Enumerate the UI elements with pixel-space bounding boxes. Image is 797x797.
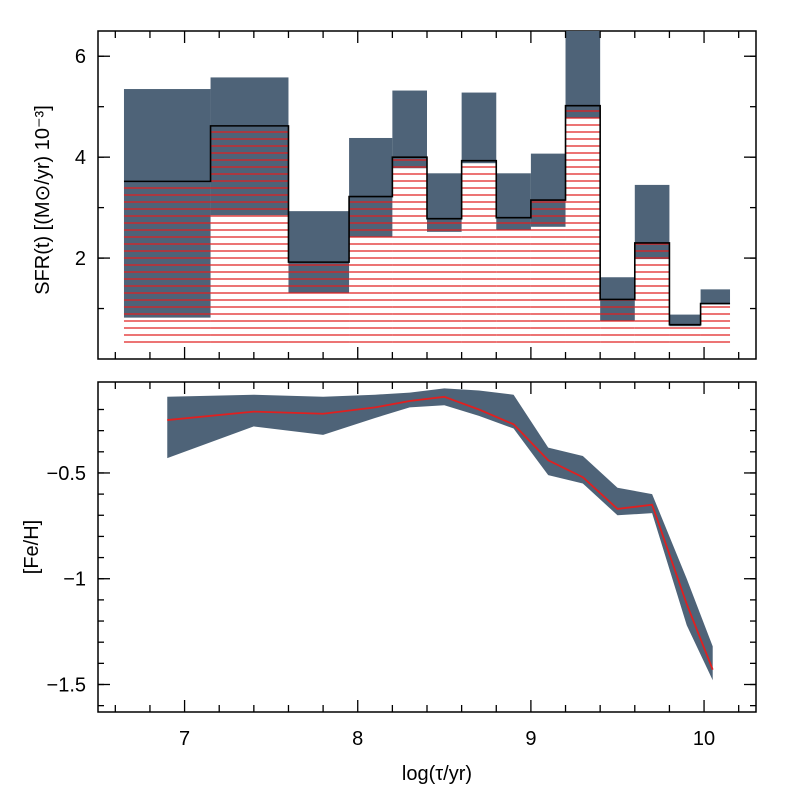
sfr-error-band-9 — [565, 31, 601, 118]
x-tick-label: 10 — [693, 728, 715, 750]
sfr-y-tick-label: 6 — [75, 46, 86, 68]
metallicity-panel: 7 8 9 10 −0.5 −1 −1.5 [Fe/H] log(τ/yr) — [21, 381, 757, 785]
sfr-error-band-12 — [669, 314, 701, 327]
sfr-error-band-8 — [530, 153, 566, 227]
sfr-step-line — [123, 104, 731, 326]
metallicity-axes: 7 8 9 10 −0.5 −1 −1.5 — [47, 382, 756, 750]
sfr-error-band-3 — [349, 137, 393, 237]
sfr-error-band-5 — [427, 173, 462, 232]
sfr-y-tick-label: 4 — [75, 147, 86, 169]
sfr-y-tick-label: 2 — [75, 248, 86, 270]
metallicity-y-tick-label: −0.5 — [47, 463, 86, 485]
metallicity-y-axis-label: [Fe/H] — [21, 520, 43, 574]
metallicity-plot-area — [167, 388, 714, 681]
sfr-plot-area — [123, 31, 731, 343]
sfr-error-band-7 — [496, 173, 531, 231]
x-axis-label: log(τ/yr) — [402, 763, 472, 785]
metallicity-error-band — [167, 388, 713, 681]
sfr-axes: 2 4 6 — [75, 31, 756, 359]
sfr-hatching — [123, 110, 731, 343]
x-tick-label: 9 — [525, 728, 536, 750]
sfr-y-axis-label: SFR(t) [(M⊙/yr) 10⁻³] — [32, 105, 54, 295]
metallicity-y-tick-label: −1.5 — [47, 675, 86, 697]
sfr-error-band-0 — [123, 89, 211, 318]
sfr-error-band-6 — [461, 92, 497, 164]
sfr-error-band-4 — [392, 90, 427, 169]
sfr-error-band-2 — [288, 211, 350, 294]
sfr-panel: 2 4 6 SFR(t) [(M⊙/yr) 10⁻³] — [32, 30, 757, 360]
x-tick-label: 8 — [352, 728, 363, 750]
metallicity-median-line — [167, 395, 714, 671]
sfr-error-band-11 — [634, 184, 670, 260]
metallicity-y-tick-label: −1 — [63, 569, 86, 591]
sfr-error-band-13 — [700, 289, 731, 305]
x-tick-label: 7 — [179, 728, 190, 750]
